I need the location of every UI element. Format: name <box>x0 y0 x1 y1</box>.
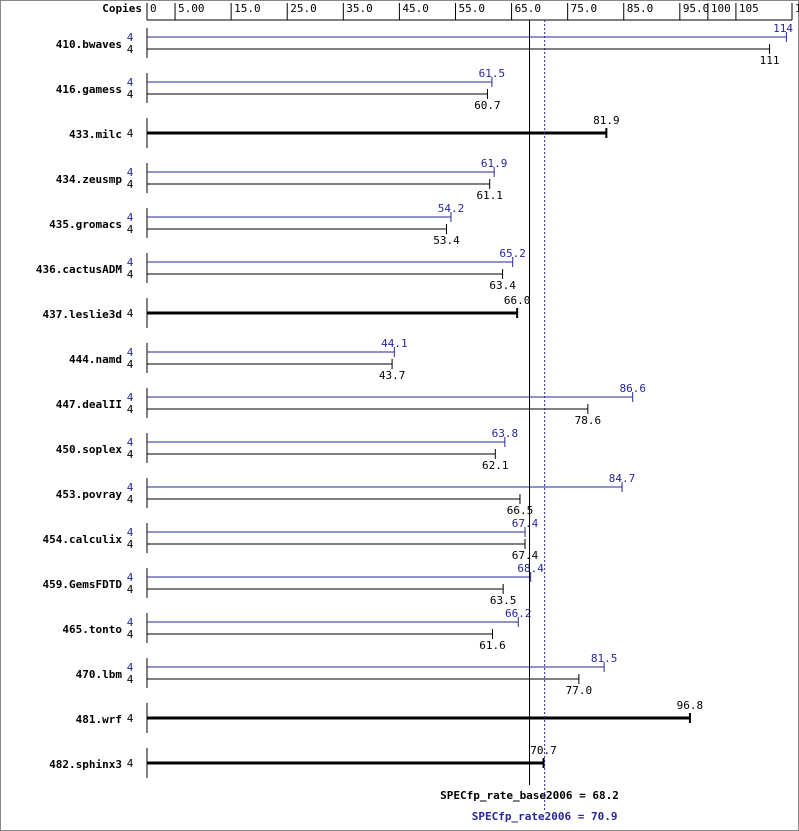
copies: 4 <box>127 166 134 179</box>
value-label: 96.8 <box>677 699 704 712</box>
benchmark-name: 437.leslie3d <box>43 308 122 321</box>
x-tick-label: 5.00 <box>178 2 205 15</box>
value-label: 84.7 <box>609 472 636 485</box>
copies: 4 <box>127 436 134 449</box>
x-tick-label: 95.0 <box>683 2 710 15</box>
x-tick-label: 115 <box>795 2 799 15</box>
value-label: 65.2 <box>499 247 526 260</box>
x-tick-label: 15.0 <box>234 2 261 15</box>
benchmark-name: 465.tonto <box>62 623 122 636</box>
value-label: 61.1 <box>476 189 503 202</box>
value-label: 111 <box>760 54 780 67</box>
copies: 4 <box>127 481 134 494</box>
benchmark-name: 453.povray <box>56 488 123 501</box>
benchmark-name: 444.namd <box>69 353 122 366</box>
copies: 4 <box>127 538 134 551</box>
copies: 4 <box>127 391 134 404</box>
copies: 4 <box>127 358 134 371</box>
value-label: 60.7 <box>474 99 501 112</box>
benchmark-name: 410.bwaves <box>56 38 122 51</box>
value-label: 53.4 <box>433 234 460 247</box>
value-label: 67.4 <box>512 549 539 562</box>
x-tick-label: 45.0 <box>402 2 429 15</box>
copies: 4 <box>127 346 134 359</box>
value-label: 77.0 <box>566 684 593 697</box>
copies: 4 <box>127 211 134 224</box>
benchmark-name: 434.zeusmp <box>56 173 123 186</box>
copies: 4 <box>127 307 134 320</box>
value-label: 66.2 <box>505 607 532 620</box>
benchmark-name: 459.GemsFDTD <box>43 578 123 591</box>
copies: 4 <box>127 628 134 641</box>
benchmark-name: 416.gamess <box>56 83 122 96</box>
benchmark-name: 447.dealII <box>56 398 122 411</box>
value-label: 66.0 <box>504 294 531 307</box>
value-label: 70.7 <box>530 744 557 757</box>
copies: 4 <box>127 712 134 725</box>
copies: 4 <box>127 448 134 461</box>
reference-label: SPECfp_rate2006 = 70.9 <box>472 810 618 823</box>
copies: 4 <box>127 616 134 629</box>
benchmark-name: 470.lbm <box>76 668 123 681</box>
value-label: 114 <box>773 22 793 35</box>
x-tick-label: 65.0 <box>515 2 542 15</box>
copies: 4 <box>127 403 134 416</box>
x-tick-label: 105 <box>739 2 759 15</box>
value-label: 54.2 <box>438 202 465 215</box>
copies: 4 <box>127 268 134 281</box>
benchmark-name: 433.milc <box>69 128 122 141</box>
value-label: 86.6 <box>619 382 646 395</box>
benchmark-name: 454.calculix <box>43 533 123 546</box>
x-tick-label: 100 <box>711 2 731 15</box>
copies: 4 <box>127 76 134 89</box>
x-tick-label: 55.0 <box>458 2 485 15</box>
benchmark-name: 482.sphinx3 <box>49 758 122 771</box>
x-tick-label: 75.0 <box>571 2 598 15</box>
copies: 4 <box>127 256 134 269</box>
copies: 4 <box>127 493 134 506</box>
value-label: 81.9 <box>593 114 620 127</box>
value-label: 68.4 <box>517 562 544 575</box>
copies: 4 <box>127 178 134 191</box>
copies: 4 <box>127 571 134 584</box>
copies: 4 <box>127 661 134 674</box>
benchmark-name: 481.wrf <box>76 713 122 726</box>
value-label: 62.1 <box>482 459 509 472</box>
x-tick-label: 85.0 <box>627 2 654 15</box>
copies: 4 <box>127 757 134 770</box>
reference-label: SPECfp_rate_base2006 = 68.2 <box>440 789 619 802</box>
copies: 4 <box>127 583 134 596</box>
copies: 4 <box>127 223 134 236</box>
x-tick-label: 25.0 <box>290 2 317 15</box>
copies: 4 <box>127 127 134 140</box>
copies: 4 <box>127 673 134 686</box>
copies: 4 <box>127 31 134 44</box>
value-label: 63.5 <box>490 594 517 607</box>
value-label: 63.4 <box>489 279 516 292</box>
benchmark-name: 436.cactusADM <box>36 263 122 276</box>
value-label: 43.7 <box>379 369 406 382</box>
value-label: 61.9 <box>481 157 508 170</box>
x-tick-label: 35.0 <box>346 2 373 15</box>
benchmark-name: 450.soplex <box>56 443 123 456</box>
value-label: 63.8 <box>492 427 519 440</box>
x-tick-label: 0 <box>150 2 157 15</box>
value-label: 67.4 <box>512 517 539 530</box>
benchmark-name: 435.gromacs <box>49 218 122 231</box>
value-label: 61.5 <box>479 67 506 80</box>
value-label: 66.5 <box>507 504 534 517</box>
copies-header: Copies <box>102 2 142 15</box>
copies: 4 <box>127 43 134 56</box>
copies: 4 <box>127 88 134 101</box>
value-label: 78.6 <box>575 414 602 427</box>
value-label: 81.5 <box>591 652 618 665</box>
value-label: 44.1 <box>381 337 408 350</box>
value-label: 61.6 <box>479 639 506 652</box>
copies: 4 <box>127 526 134 539</box>
